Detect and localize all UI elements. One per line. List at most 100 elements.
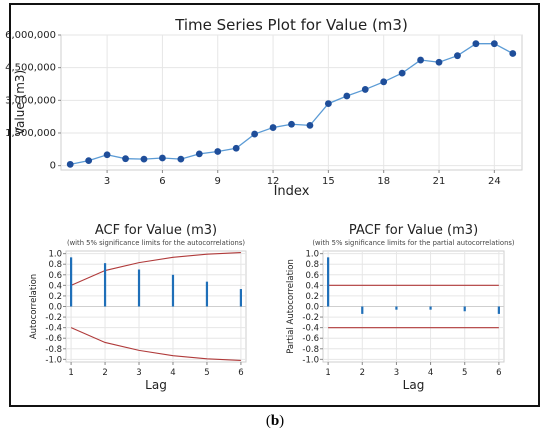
ts-data-point (177, 155, 185, 163)
ts-data-point (417, 56, 424, 64)
pacf-x-axis-label: Lag (403, 378, 425, 392)
acf-xtick-label: 1 (68, 368, 73, 378)
ts-data-point (232, 144, 240, 152)
ts-ytick-label: 0 (50, 161, 56, 172)
acf-xtick-label: 2 (102, 368, 107, 378)
ts-y-axis-label: Value (m3) (13, 70, 27, 135)
pacf-bar (463, 306, 466, 312)
pacf-xtick-label: 1 (325, 368, 330, 378)
ts-xtick-label: 6 (159, 176, 165, 187)
acf-ytick-label: 0.4 (48, 281, 62, 291)
ts-x-axis-label: Index (274, 184, 310, 199)
acf-title: ACF for Value (m3) (95, 223, 217, 238)
pacf-ytick-label: 0.0 (305, 303, 319, 313)
pacf-ytick-label: -0.6 (302, 334, 319, 344)
pacf-ytick-label: 0.4 (305, 281, 319, 291)
ts-data-point (398, 69, 406, 77)
ts-data-point (140, 155, 148, 163)
ts-data-point (214, 148, 222, 155)
ts-data-point (324, 100, 332, 107)
acf-upper-limit-line (70, 252, 241, 286)
ts-xtick-label: 15 (322, 176, 335, 187)
acf-xtick-label: 5 (204, 368, 209, 378)
acf-xtick-label: 6 (238, 368, 243, 378)
pacf-ytick-label: 1.0 (305, 250, 319, 260)
pacf-bar (395, 306, 398, 310)
pacf-ytick-label: 0.2 (305, 292, 319, 302)
ts-data-point (509, 50, 517, 57)
acf-xtick-label: 3 (136, 368, 141, 378)
ts-ytick-label: 3,000,000 (5, 95, 56, 106)
figure-caption: (b) (265, 413, 285, 429)
acf-ytick-label: -0.2 (45, 313, 62, 323)
ts-ytick-label: 6,000,000 (5, 30, 56, 41)
pacf-xtick-label: 4 (428, 368, 433, 378)
pacf-title: PACF for Value (m3) (349, 223, 478, 238)
ts-data-point (288, 120, 295, 128)
acf-xtick-label: 4 (170, 368, 175, 378)
ts-xtick-label: 21 (433, 176, 446, 187)
pacf-ytick-label: -0.2 (302, 313, 319, 323)
ts-data-point (85, 157, 93, 165)
ts-xtick-label: 24 (488, 176, 501, 187)
acf-ytick-label: 0.6 (48, 271, 62, 281)
ts-data-point (306, 121, 314, 129)
ts-data-point (472, 40, 480, 48)
pacf-ytick-label: 0.8 (305, 260, 319, 270)
acf-ytick-label: 0.0 (48, 303, 62, 313)
acf-ytick-label: -0.8 (45, 345, 62, 355)
ts-data-point (269, 124, 277, 131)
acf-ytick-label: 0.2 (48, 292, 62, 302)
pacf-xtick-label: 6 (496, 368, 501, 378)
pacf-y-axis-label: Partial Autocorrelation (286, 259, 296, 354)
acf-bar (171, 274, 175, 307)
pacf-ytick-label: -0.4 (302, 324, 319, 334)
ts-data-point (103, 151, 111, 159)
pacf-bar (361, 306, 364, 314)
acf-ytick-label: 0.8 (48, 260, 62, 270)
ts-xtick-label: 3 (104, 176, 110, 187)
acf-bar (239, 289, 243, 307)
pacf-bar (497, 306, 500, 314)
ts-data-point (66, 160, 74, 168)
ts-data-point (343, 92, 351, 100)
acf-bar (205, 281, 209, 307)
ts-xtick-label: 9 (215, 176, 221, 187)
acf-bar (137, 269, 141, 307)
acf-ytick-label: -0.4 (45, 324, 62, 334)
acf-bar (69, 257, 73, 307)
acf-ytick-label: -0.6 (45, 334, 62, 344)
acf-lower-limit-line (70, 327, 241, 361)
acf-x-axis-label: Lag (145, 378, 167, 392)
ts-data-point (454, 52, 461, 60)
ts-data-point (490, 40, 498, 48)
pacf-ytick-label: -0.8 (302, 345, 319, 355)
ts-ytick-label: 4,500,000 (5, 63, 56, 74)
ts-ytick-label: 1,500,000 (5, 128, 56, 139)
pacf-xtick-label: 2 (360, 368, 365, 378)
pacf-bar (327, 257, 330, 307)
ts-data-point (122, 155, 129, 163)
ts-data-point (159, 154, 166, 162)
ts-data-point (435, 58, 443, 66)
ts-title: Time Series Plot for Value (m3) (174, 16, 408, 34)
pacf-subtitle: (with 5% significance limits for the par… (312, 239, 515, 247)
ts-data-point (195, 150, 203, 158)
acf-ytick-label: -1.0 (45, 355, 62, 365)
acf-y-axis-label: Autocorrelation (29, 274, 39, 339)
ts-xtick-label: 18 (377, 176, 390, 187)
ts-plot-area (60, 34, 523, 171)
ts-data-point (380, 78, 388, 86)
ts-data-point (361, 86, 369, 93)
pacf-xtick-label: 5 (462, 368, 467, 378)
pacf-xtick-label: 3 (394, 368, 399, 378)
acf-subtitle: (with 5% significance limits for the aut… (67, 239, 245, 247)
pacf-ytick-label: 0.6 (305, 271, 319, 281)
pacf-bar (429, 306, 432, 310)
ts-xtick-label: 12 (267, 176, 280, 187)
acf-bar (103, 263, 107, 307)
pacf-ytick-label: -1.0 (302, 355, 319, 365)
acf-ytick-label: 1.0 (48, 250, 62, 260)
ts-data-point (251, 130, 259, 138)
